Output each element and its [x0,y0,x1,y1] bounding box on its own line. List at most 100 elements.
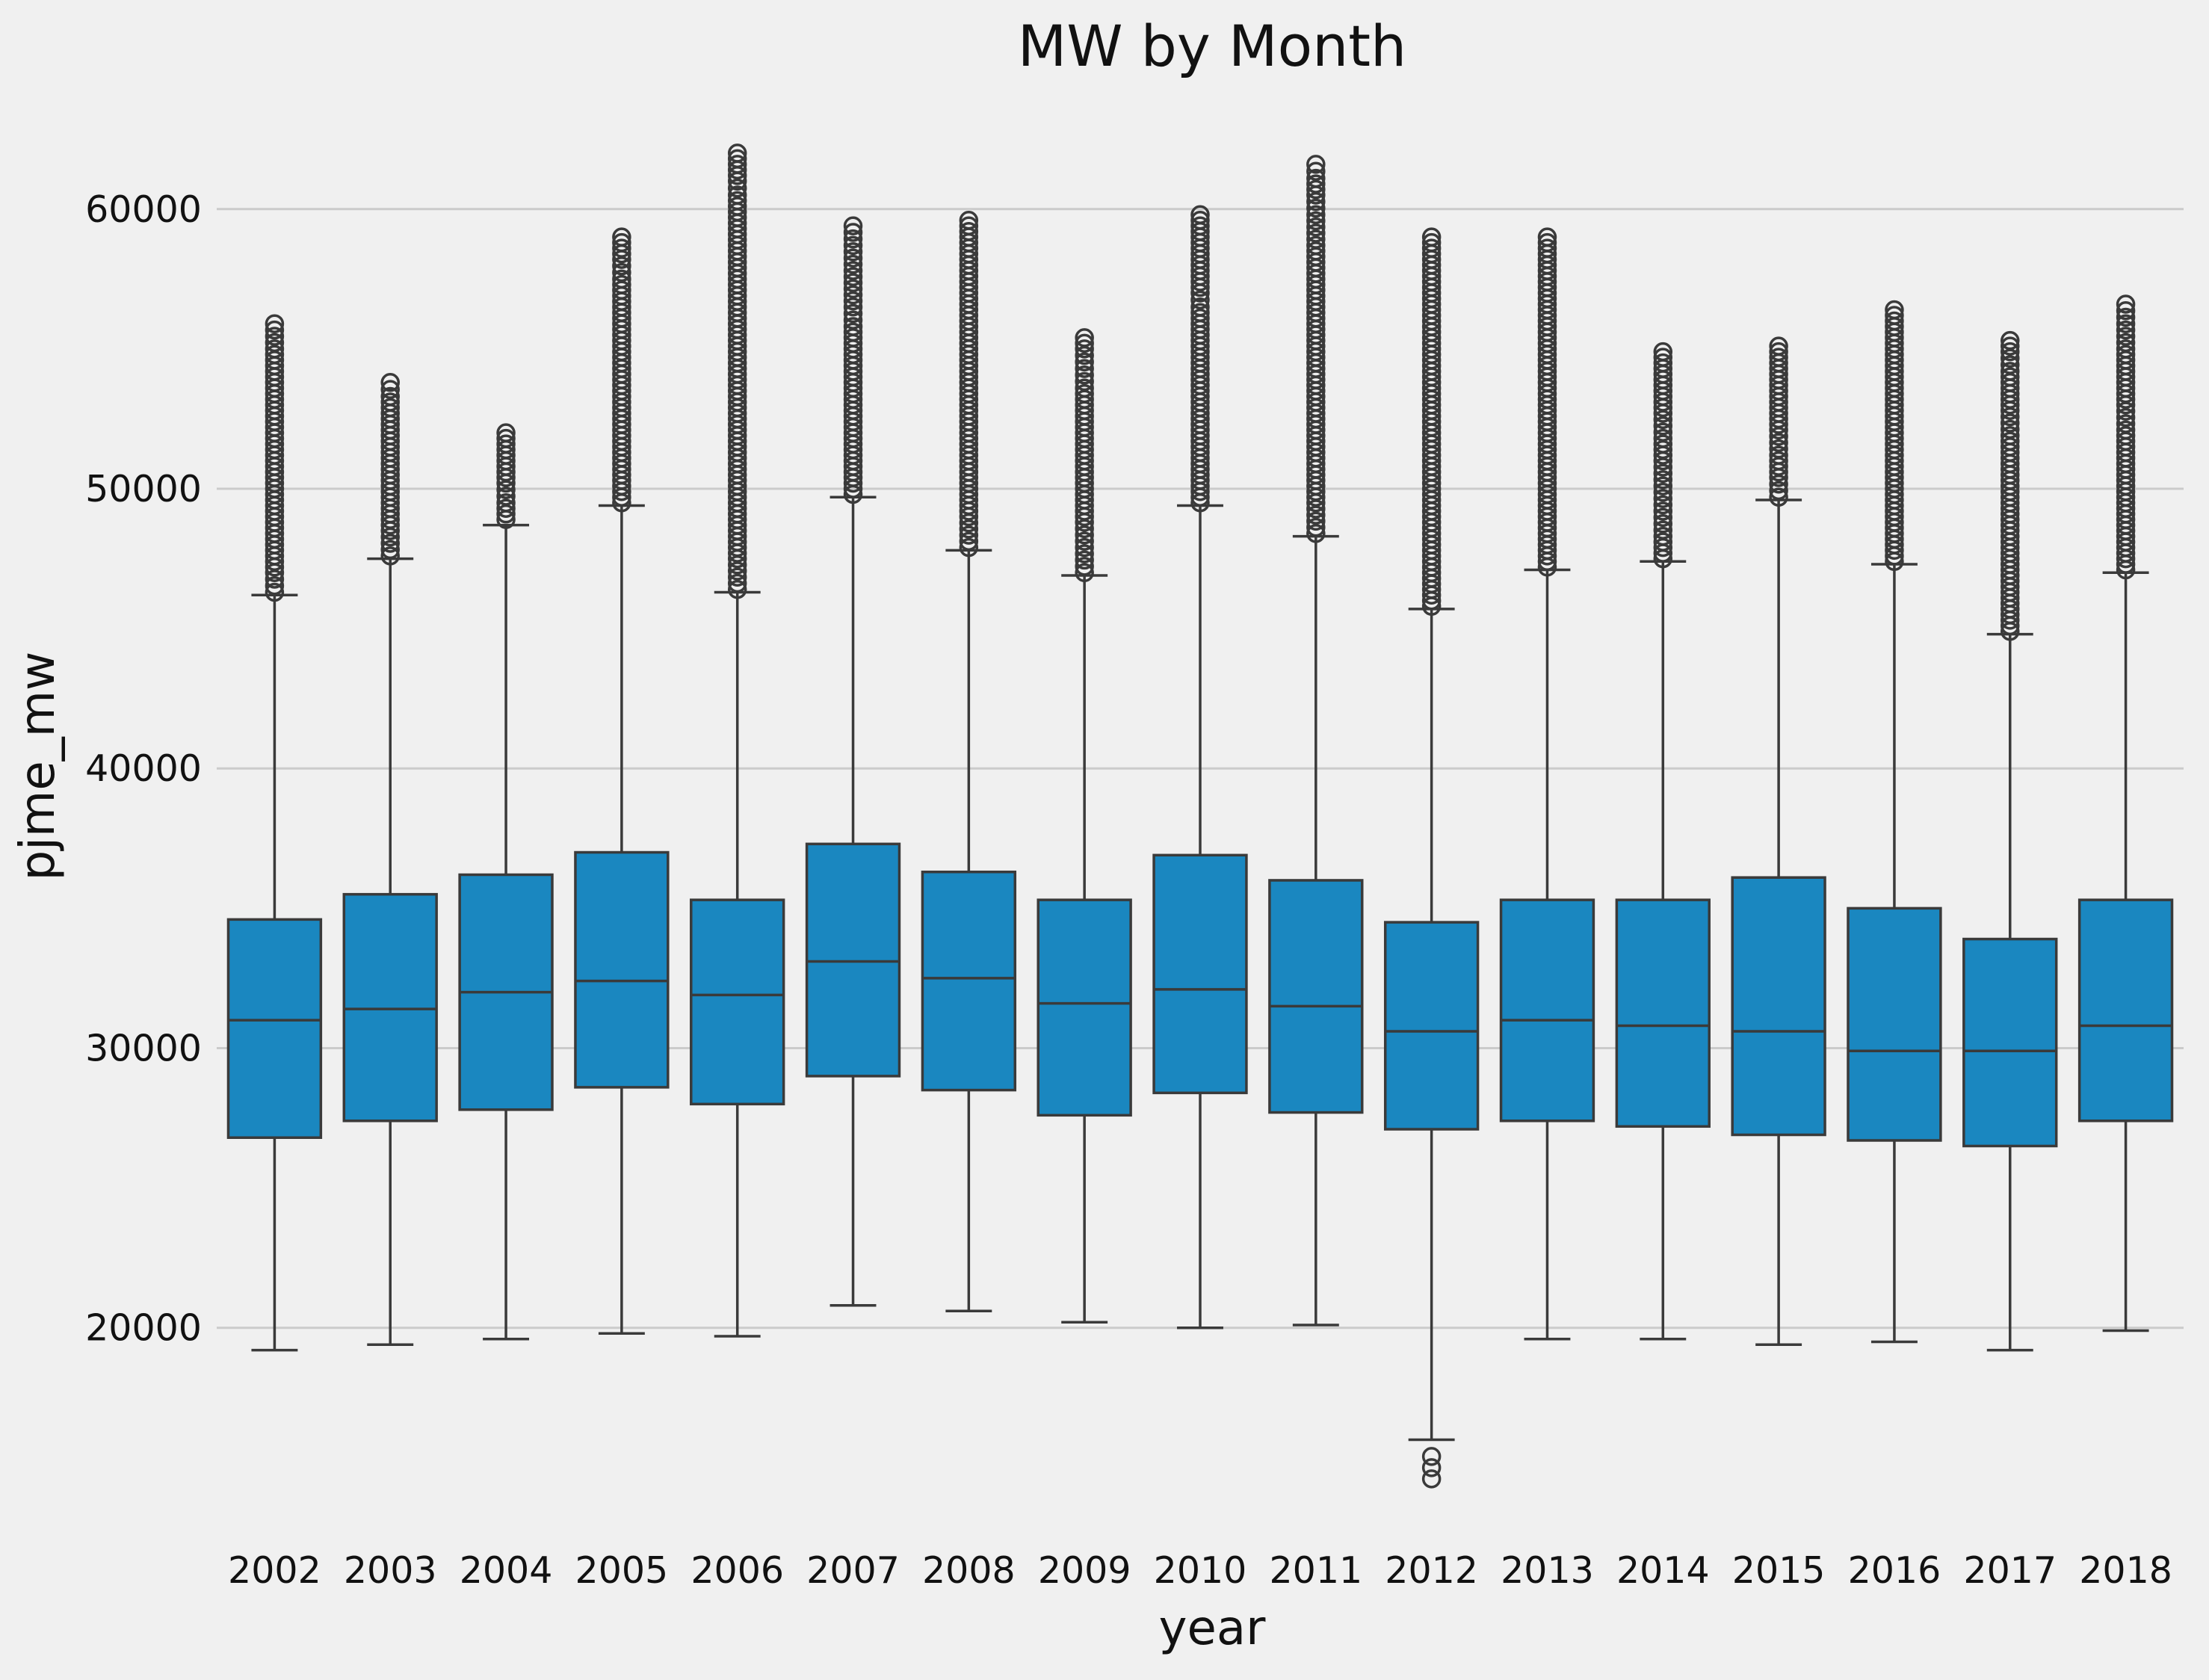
outlier-point [1306,211,1326,231]
outlier-point [1653,434,1673,454]
x-tick-label: 2003 [344,1549,437,1592]
outlier-point [1075,339,1094,359]
outlier-point [1885,311,1904,331]
outlier-point [843,223,863,242]
outlier-point [1653,342,1673,362]
outlier-point [1306,511,1326,531]
outlier-point [380,373,400,392]
chart-title: MW by Month [1018,13,1406,79]
outlier-point [1306,524,1326,543]
outlier-point [727,185,747,205]
outlier-point [265,582,285,602]
box-iqr [690,898,785,1106]
outlier-point [959,221,979,241]
y-tick-labels: 20000 30000 40000 50000 60000 [85,188,202,1350]
outlier-point [1075,531,1094,551]
outlier-point [1306,198,1326,218]
outlier-point [2116,314,2136,333]
x-axis-label: year [1159,1601,1266,1656]
outlier-point [1306,155,1326,174]
outlier-point [2001,367,2020,387]
outlier-point [1190,290,1210,310]
box-iqr [342,892,438,1122]
outlier-point [1306,235,1326,256]
outlier-point [1769,487,1788,507]
y-tick-label: 30000 [85,1027,202,1069]
outlier-point [1075,352,1094,372]
outlier-point [1306,223,1326,243]
outlier-point [380,540,400,560]
outlier-point [727,561,747,581]
outlier-point [2001,413,2020,433]
outlier-point [1421,227,1442,247]
outlier-point [843,297,863,317]
x-tick-label: 2015 [1732,1549,1826,1592]
outlier-point [1653,353,1673,373]
outlier-point [265,339,285,359]
outlier-point [1653,526,1673,546]
box-iqr [1615,898,1711,1128]
outlier-point [380,546,400,566]
box-group-2011 [1268,155,1364,1327]
outlier-point [1653,428,1673,448]
outlier-point [1653,482,1673,502]
outlier-point [843,317,863,336]
outlier-point [727,573,747,593]
outlier-point [1769,451,1788,471]
outlier-point [1075,537,1094,558]
box-iqr [226,918,323,1140]
outlier-point [1075,333,1094,353]
outlier-point [612,275,631,294]
x-tick-label: 2016 [1848,1549,1941,1592]
outlier-point [727,567,747,587]
outlier-point [1306,168,1326,188]
outlier-point [2116,294,2136,314]
box-iqr [921,870,1017,1092]
outlier-point [612,269,631,289]
outlier-point [2116,407,2136,427]
box-iqr [1847,907,1942,1142]
outlier-point [2001,362,2020,381]
x-tick-label: 2006 [690,1549,784,1592]
outlier-point [1769,433,1788,453]
x-tick-label: 2002 [228,1549,321,1592]
outlier-point [1769,342,1788,362]
box-iqr [805,842,901,1078]
outlier-point [1653,422,1673,442]
x-tick-label: 2013 [1501,1549,1594,1592]
box-iqr [1152,853,1248,1095]
outlier-point [843,267,863,286]
boxes [226,143,2174,1489]
outlier-point [1769,445,1788,465]
box-group-2012 [1383,227,1480,1489]
outlier-point [1075,550,1094,570]
box-iqr [1731,876,1826,1137]
outlier-point [612,238,631,258]
outlier-point [1885,300,1904,320]
outlier-point [2001,355,2020,374]
outlier-point [1653,476,1673,496]
outlier-point [1653,416,1673,436]
outlier-point [959,531,979,552]
x-tick-label: 2011 [1269,1549,1362,1592]
outlier-point [2001,336,2020,356]
outlier-point [843,273,863,293]
outlier-point [1075,371,1094,392]
outlier-point [1075,359,1094,378]
outlier-point [843,279,863,299]
outlier-point [1306,179,1326,200]
box-group-2004 [458,423,554,1341]
outlier-point [1653,507,1673,528]
outlier-point [265,320,285,340]
y-tick-label: 20000 [85,1307,202,1350]
outlier-point [496,428,516,448]
outlier-point [1306,505,1326,525]
outlier-point [1190,303,1210,322]
outlier-point [727,178,747,198]
outlier-point [2001,330,2020,350]
outlier-point [496,498,516,518]
outlier-point [1653,520,1673,540]
x-tick-label: 2008 [922,1549,1016,1592]
outlier-point [1653,489,1673,508]
